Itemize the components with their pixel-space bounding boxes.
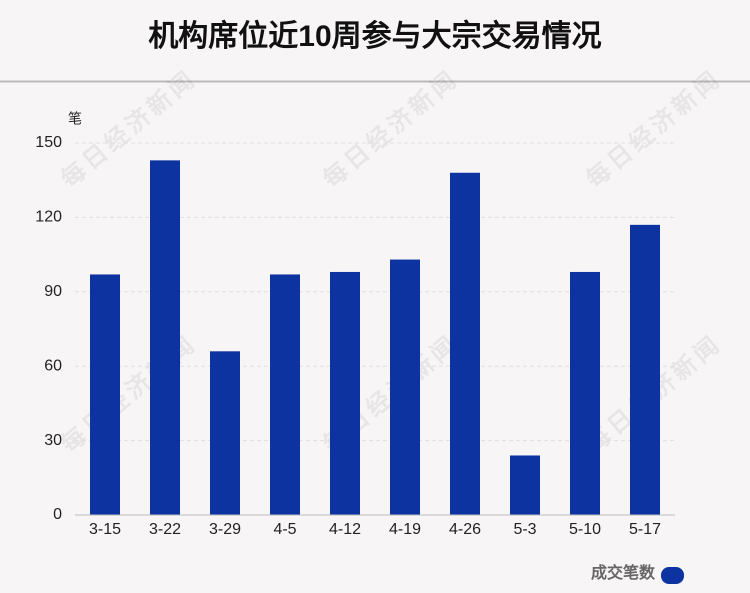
bar <box>270 274 300 515</box>
bar <box>210 351 240 515</box>
x-tick-label: 4-26 <box>449 521 481 538</box>
bar <box>390 259 420 515</box>
bar <box>330 271 360 515</box>
y-tick-label: 120 <box>35 209 62 226</box>
y-tick-label: 150 <box>35 134 62 151</box>
bar <box>450 172 480 515</box>
legend-swatch <box>661 567 684 584</box>
legend-label: 成交笔数 <box>591 563 656 582</box>
x-tick-label: 4-19 <box>389 521 421 538</box>
y-tick-label: 90 <box>44 283 62 300</box>
x-tick-label: 3-22 <box>149 521 181 538</box>
y-tick-label: 60 <box>44 357 62 374</box>
x-tick-label: 5-17 <box>629 521 661 538</box>
x-tick-label: 4-12 <box>329 521 361 538</box>
bar <box>90 274 120 515</box>
bar <box>510 455 540 515</box>
x-tick-label: 4-5 <box>273 521 296 538</box>
bar <box>150 160 180 516</box>
bar <box>570 271 600 515</box>
x-tick-label: 3-29 <box>209 521 241 538</box>
y-tick-label: 30 <box>44 432 62 449</box>
y-unit: 笔 <box>68 111 82 127</box>
y-tick-label: 0 <box>53 506 62 523</box>
x-tick-label: 5-3 <box>513 521 536 538</box>
chart-title: 机构席位近10周参与大宗交易情况 <box>148 19 601 53</box>
x-tick-label: 5-10 <box>569 521 601 538</box>
x-tick-label: 3-15 <box>89 521 121 538</box>
bar <box>630 224 660 515</box>
